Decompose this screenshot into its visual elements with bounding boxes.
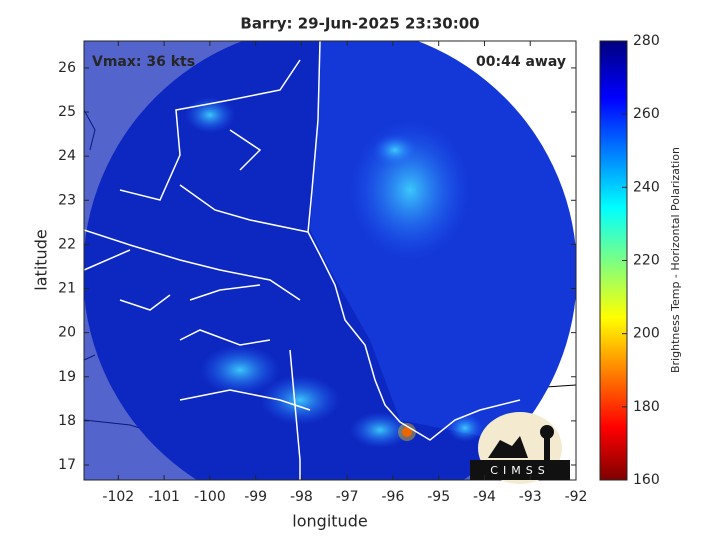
logo: CIMSS [470,412,570,484]
x-tick-label: -96 [381,489,404,505]
y-tick-label: 23 [58,192,76,208]
x-tick-label: -94 [473,489,496,505]
plot-frame [83,40,577,481]
colorbar-tick-label: 180 [633,399,660,415]
convection [350,412,410,448]
colorbar-tick-label: 260 [633,106,660,122]
colorbar-tick-label: 220 [633,253,660,269]
colorbar-label: Brightness Temp - Horizontal Polarizatio… [669,147,682,373]
y-tick-label: 19 [58,369,76,385]
logo-text: CIMSS [490,464,549,477]
x-tick-label: -97 [336,489,359,505]
convection [373,134,417,166]
x-tick-label: -101 [148,489,180,505]
convection [447,414,483,442]
annotation: 00:44 away [476,54,566,70]
x-tick-label: -93 [519,489,542,505]
imagery [84,41,576,480]
x-tick-label: -100 [194,489,226,505]
x-tick-label: -92 [565,489,588,505]
coastline [307,41,521,441]
convection [185,97,235,133]
y-tick-label: 22 [58,236,76,252]
y-tick-label: 21 [58,281,76,297]
x-axis-label: longitude [292,512,367,531]
colorbar-tick-label: 280 [633,33,660,49]
hot-spot [402,427,412,437]
state-borders [84,59,311,480]
annotation: Vmax: 36 kts [92,54,195,70]
y-tick-label: 24 [58,148,76,164]
y-axis-label: latitude [32,229,51,290]
colorbar-tick-label: 240 [633,179,660,195]
y-tick-label: 18 [58,413,76,429]
convection [200,345,280,395]
x-tick-label: -95 [427,489,450,505]
convection [260,375,340,425]
logo-band [470,460,570,480]
y-tick-label: 26 [58,60,76,76]
x-tick-label: -98 [290,489,313,505]
logo-tank [540,425,554,439]
x-tick-label: -99 [244,489,267,505]
y-tick-label: 20 [58,325,76,341]
logo-tower [544,438,550,460]
y-tick-label: 17 [58,457,76,473]
land-tone [84,41,520,480]
chart-title: Barry: 29-Jun-2025 23:30:00 [240,15,479,33]
y-tick-label: 25 [58,104,76,120]
hot-spot [398,423,416,441]
colorbar-tick-label: 160 [633,472,660,488]
logo-dishes [488,436,528,458]
colorbar-tick-label: 200 [633,326,660,342]
x-tick-label: -102 [102,489,134,505]
